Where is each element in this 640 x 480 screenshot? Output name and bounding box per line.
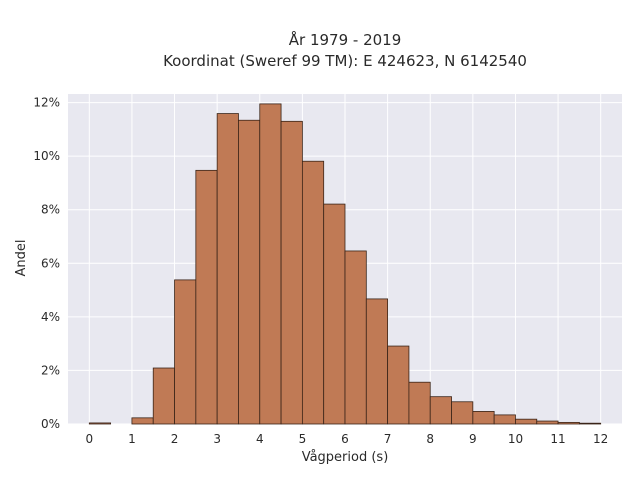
- histogram-bar: [216, 113, 239, 425]
- histogram-bar: [515, 418, 538, 425]
- y-tick-label: 10%: [33, 149, 60, 163]
- x-tick-label: 2: [171, 432, 179, 446]
- histogram-bar: [472, 411, 495, 425]
- bars: [88, 103, 602, 425]
- x-tick-label: 8: [426, 432, 434, 446]
- histogram-bar: [152, 367, 175, 425]
- histogram-bar: [174, 279, 197, 425]
- histogram-bar: [301, 160, 325, 425]
- histogram-bar: [408, 381, 431, 425]
- y-tick-label: 8%: [41, 203, 60, 217]
- histogram-bar: [344, 250, 367, 425]
- x-tick-label: 1: [128, 432, 136, 446]
- x-tick-label: 12: [593, 432, 608, 446]
- chart-title: År 1979 - 2019: [289, 30, 402, 49]
- histogram-bar: [451, 401, 474, 425]
- x-tick-label: 4: [256, 432, 264, 446]
- x-tick-label: 5: [299, 432, 307, 446]
- y-axis-label: Andel: [14, 240, 29, 277]
- x-axis-label: Vågperiod (s): [302, 450, 389, 465]
- y-tick-label: 12%: [33, 96, 60, 110]
- chart-subtitle: Koordinat (Sweref 99 TM): E 424623, N 61…: [163, 52, 527, 70]
- histogram-bar: [387, 345, 410, 425]
- histogram-bar: [536, 420, 559, 425]
- histogram-bar: [429, 396, 452, 425]
- y-tick-label: 2%: [41, 363, 60, 377]
- y-tick-label: 0%: [41, 417, 60, 431]
- x-tick-label: 3: [213, 432, 221, 446]
- histogram-bar: [238, 119, 261, 425]
- histogram-bar: [365, 298, 389, 425]
- x-tick-label: 7: [384, 432, 392, 446]
- x-tick-label: 6: [341, 432, 349, 446]
- histogram-bar: [259, 103, 282, 425]
- x-tick-label: 11: [550, 432, 565, 446]
- x-tick-label: 10: [508, 432, 523, 446]
- y-tick-label: 6%: [41, 256, 60, 270]
- x-axis-ticks: 0 1 2 3 4 5 6 7 8 9 10 11 12: [85, 432, 608, 446]
- histogram-bar: [280, 120, 303, 425]
- histogram-bar: [131, 417, 154, 425]
- y-tick-label: 4%: [41, 310, 60, 324]
- x-tick-label: 0: [85, 432, 93, 446]
- histogram-bar: [578, 422, 602, 425]
- histogram-bar: [195, 169, 218, 425]
- x-tick-label: 9: [469, 432, 477, 446]
- histogram-bar: [557, 421, 580, 425]
- histogram-bar: [323, 203, 346, 425]
- y-axis-ticks: 0% 2% 4% 6% 8% 10% 12%: [33, 96, 60, 431]
- histogram-bar: [493, 414, 516, 425]
- histogram-bar: [88, 422, 112, 425]
